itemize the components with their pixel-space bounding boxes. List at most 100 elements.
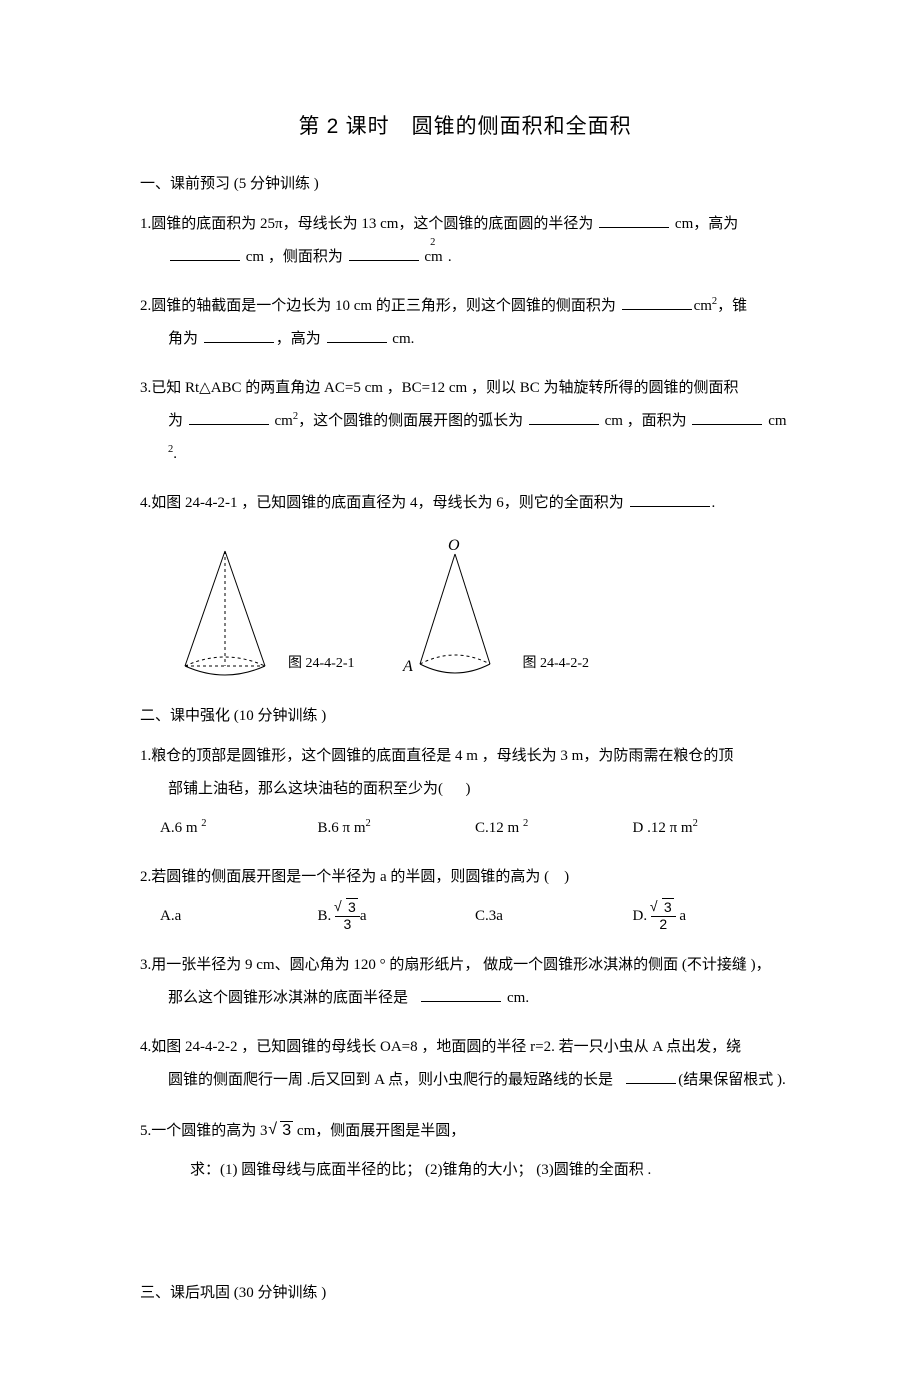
s1-q2: 2.圆锥的轴截面是一个边长为 10 cm 的正三角形，则这个圆锥的侧面积为 cm… [140, 290, 790, 356]
blank [622, 294, 692, 310]
opt-A-text: A.a [160, 908, 181, 924]
s2q2-text-a: 2.若圆锥的侧面展开图是一个半径为 a 的半圆，则圆锥的高为 ( [140, 869, 549, 885]
s1q2-line2: 角为 ，高为 cm. [140, 323, 790, 356]
s2q5-text-c: 求：(1) 圆锥母线与底面半径的比； (2)锥角的大小； (3)圆锥的全面积 . [190, 1162, 651, 1178]
s2q4-text-b: 圆锥的侧面爬行一周 .后又回到 A 点，则小虫爬行的最短路线的长是 [168, 1072, 613, 1088]
s1-q1: 1.圆锥的底面积为 25π，母线长为 13 cm，这个圆锥的底面圆的半径为 cm… [140, 208, 790, 274]
radicand: 3 [662, 898, 674, 915]
s1q2-text-f: cm. [389, 331, 415, 347]
sqrt-icon: 3 [653, 900, 674, 915]
blank [189, 409, 269, 425]
s1q1-line2: cm ，侧面积为 cm2. [140, 241, 790, 274]
s2-q3: 3.用一张半径为 9 cm、圆心角为 120 ° 的扇形纸片， 做成一个圆锥形冰… [140, 949, 790, 1015]
s1q1-text-d: cm2. [421, 249, 452, 265]
figure-cone-2: O A [385, 536, 515, 686]
s2q3-text-a: 3.用一张半径为 9 cm、圆心角为 120 ° 的扇形纸片， 做成一个圆锥形冰… [140, 957, 771, 973]
opt-B-text: B.6 π m [318, 820, 366, 836]
fraction: 33 [335, 900, 360, 932]
radicand: 3 [346, 898, 358, 915]
s1-q3: 3.已知 Rt△ABC 的两直角边 AC=5 cm ，BC=12 cm ，则以 … [140, 372, 790, 471]
blank [529, 409, 599, 425]
frac-num: 3 [335, 900, 360, 916]
blank [170, 245, 240, 261]
s2q3-text-b: 那么这个圆锥形冰淇淋的底面半径是 [168, 990, 408, 1006]
page: 第 2 课时 圆锥的侧面积和全面积 一、课前预习 (5 分钟训练 ) 1.圆锥的… [0, 0, 920, 1377]
opt-A-text: A.6 m [160, 820, 201, 836]
sup2: 2 [430, 237, 435, 248]
s2q5-line2: 求：(1) 圆锥母线与底面半径的比； (2)锥角的大小； (3)圆锥的全面积 . [140, 1154, 790, 1187]
s1q3-text-f: cm [764, 413, 786, 429]
opt-B-suf: a [360, 908, 367, 924]
s2-q2: 2.若圆锥的侧面展开图是一个半径为 a 的半圆，则圆锥的高为 ( ) A.a B… [140, 861, 790, 933]
opt-B: B.6 π m2 [318, 812, 476, 845]
opt-D-text: D .12 π m [633, 820, 693, 836]
s2-q5: 5.一个圆锥的高为 3 3 cm，侧面展开图是半圆， 求：(1) 圆锥母线与底面… [140, 1113, 790, 1187]
opt-C-text: C.3a [475, 908, 503, 924]
s2q1-line2: 部铺上油毡，那么这块油毡的面积至少为( ) [140, 773, 790, 806]
sup2: 2 [201, 818, 206, 829]
opt-C: C.12 m 2 [475, 812, 633, 845]
s2q3-text-c: cm. [503, 990, 529, 1006]
frac-den: 2 [651, 917, 676, 932]
s2q1-text-c: ) [466, 781, 471, 797]
s2q5-text-b: cm，侧面展开图是半圆， [293, 1123, 465, 1139]
figure-cone-1 [170, 546, 280, 686]
s1-q4: 4.如图 24-4-2-1 ，已知圆锥的底面直径为 4，母线长为 6，则它的全面… [140, 487, 790, 520]
s2q1-text-b: 部铺上油毡，那么这块油毡的面积至少为( [168, 781, 443, 797]
blank [204, 327, 274, 343]
opt-C: C.3a [475, 900, 633, 933]
sup2: 2 [523, 818, 528, 829]
s2-q1: 1.粮仓的顶部是圆锥形，这个圆锥的底面直径是 4 m ，母线长为 3 m，为防雨… [140, 740, 790, 845]
s1q2-text-e: ，高为 [276, 331, 325, 347]
s2q1-text-a: 1.粮仓的顶部是圆锥形，这个圆锥的底面直径是 4 m ，母线长为 3 m，为防雨… [140, 748, 733, 764]
opt-A: A.a [160, 900, 318, 933]
s1q2-text-a: 2.圆锥的轴截面是一个边长为 10 cm 的正三角形，则这个圆锥的侧面积为 [140, 298, 616, 314]
figure-1-label: 图 24-4-2-1 [288, 653, 355, 675]
radicand: 3 [280, 1121, 293, 1139]
s2q3-line2: 那么这个圆锥形冰淇淋的底面半径是 cm. [140, 982, 790, 1015]
s1q2-text-d: 角为 [168, 331, 202, 347]
frac-num: 3 [651, 900, 676, 916]
s1q3-text-e: cm ，面积为 [601, 413, 691, 429]
title-post: 课时 圆锥的侧面积和全面积 [339, 114, 631, 138]
s2q4-line2: 圆锥的侧面爬行一周 .后又回到 A 点，则小虫爬行的最短路线的长是 (结果保留根… [140, 1064, 790, 1097]
opt-A: A.6 m 2 [160, 812, 318, 845]
lesson-title: 第 2 课时 圆锥的侧面积和全面积 [140, 110, 790, 144]
figure-2-label: 图 24-4-2-2 [523, 653, 590, 675]
s2q2-text-b: ) [564, 869, 569, 885]
blank [349, 245, 419, 261]
spacer [140, 1203, 790, 1263]
s2q4-text-a: 4.如图 24-4-2-2 ，已知圆锥的母线长 OA=8 ，地面圆的半径 r=2… [140, 1039, 741, 1055]
label-A: A [402, 658, 413, 675]
opt-B: B. 33a [318, 900, 476, 933]
sqrt-icon: 3 [337, 900, 358, 915]
opt-B-pre: B. [318, 908, 336, 924]
sup2: 2 [366, 818, 371, 829]
opt-D: D .12 π m2 [633, 812, 791, 845]
blank [692, 409, 762, 425]
s1q3-text-a: 3.已知 Rt△ABC 的两直角边 AC=5 cm ，BC=12 cm ，则以 … [140, 380, 738, 396]
s1q3-text-d: ，这个圆锥的侧面展开图的弧长为 [298, 413, 523, 429]
section-1-heading: 一、课前预习 (5 分钟训练 ) [140, 172, 790, 196]
s1q4-text-a: 4.如图 24-4-2-1 ，已知圆锥的底面直径为 4，母线长为 6，则它的全面… [140, 495, 624, 511]
frac-den: 3 [335, 917, 360, 932]
s1q3-text-c: cm [271, 413, 293, 429]
title-num: 2 [327, 115, 340, 138]
figure-row: 图 24-4-2-1 O A 图 24-4-2-2 [140, 536, 790, 686]
blank [327, 327, 387, 343]
opt-D: D. 32 a [633, 900, 791, 933]
s1q3-text-g: . [173, 446, 177, 462]
s1q1-text-b: cm，高为 [671, 216, 738, 232]
blank [630, 491, 710, 507]
section-3-heading: 三、课后巩固 (30 分钟训练 ) [140, 1281, 790, 1305]
section-2-heading: 二、课中强化 (10 分钟训练 ) [140, 704, 790, 728]
sqrt-icon: 3 [271, 1113, 293, 1148]
s2-q4: 4.如图 24-4-2-2 ，已知圆锥的母线长 OA=8 ，地面圆的半径 r=2… [140, 1031, 790, 1097]
s2q4-text-c: (结果保留根式 ). [678, 1072, 786, 1088]
title-pre: 第 [298, 114, 326, 138]
opt-D-pre: D. [633, 908, 651, 924]
s1q2-text-b: cm [694, 298, 712, 314]
s2q2-options: A.a B. 33a C.3a D. 32 a [140, 900, 790, 933]
s1q4-text-b: . [712, 495, 716, 511]
s2q5-text-a: 5.一个圆锥的高为 3 [140, 1123, 271, 1139]
